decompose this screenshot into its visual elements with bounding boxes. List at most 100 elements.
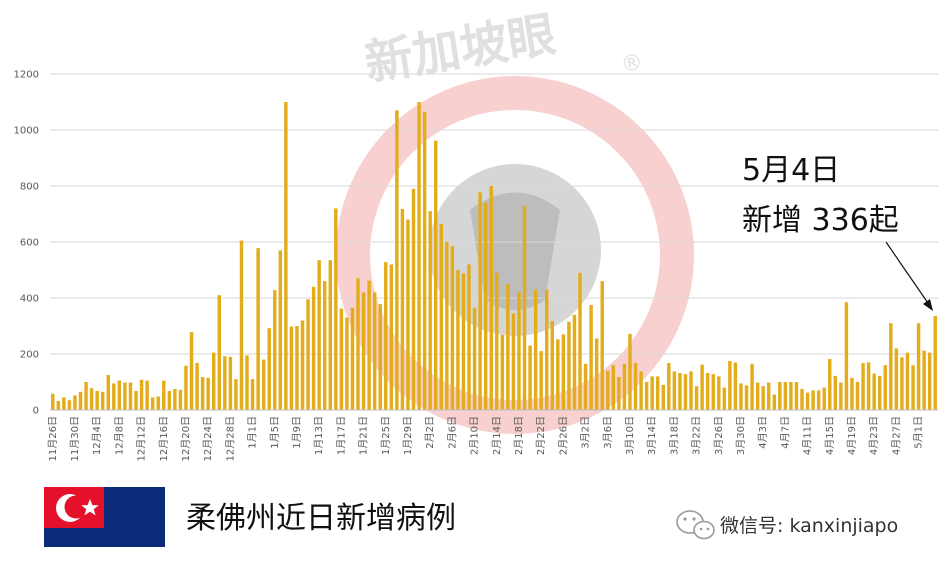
bar [644, 382, 649, 410]
bar [533, 289, 538, 410]
watermark: 新加坡眼 ® [336, 7, 694, 434]
bar [145, 380, 149, 410]
y-tick-label: 400 [20, 294, 39, 305]
bar [866, 362, 871, 410]
bar [78, 391, 83, 410]
bar [750, 363, 754, 410]
bar [456, 270, 460, 410]
bar [417, 102, 421, 410]
bar-series [51, 102, 937, 411]
bar [739, 383, 743, 410]
bar [162, 380, 166, 410]
x-tick-label: 2月14日 [491, 416, 503, 455]
bar [411, 188, 416, 410]
x-axis-ticks: 11月26日 11月30日 12月4日 12月8日 12月12日 12月16日 12月20日… [47, 416, 925, 461]
bar [167, 390, 172, 410]
y-tick-label: 800 [20, 182, 39, 193]
bar [911, 365, 915, 410]
bar [384, 262, 388, 410]
gridlines [50, 73, 938, 411]
x-tick-label: 12月28日 [224, 416, 236, 461]
bar [328, 260, 332, 410]
wechat-id-label: 微信号: kanxinjiapo [720, 515, 898, 537]
x-tick-label: 3月22日 [691, 416, 703, 455]
bar [278, 250, 283, 410]
bar [778, 382, 782, 410]
x-tick-label: 3月6日 [602, 416, 614, 449]
x-tick-label: 2月18日 [513, 416, 525, 455]
bar [217, 295, 221, 410]
bar [478, 192, 482, 410]
bar [495, 272, 499, 410]
x-tick-label: 4月11日 [802, 416, 814, 455]
bar [816, 390, 821, 410]
bar [101, 391, 105, 410]
bar [261, 359, 266, 410]
bar [561, 334, 566, 410]
bar [228, 356, 233, 410]
bar [67, 400, 72, 410]
watermark-logo [336, 76, 694, 434]
bar [600, 281, 604, 410]
bar [106, 375, 110, 410]
bar [284, 102, 288, 410]
bar [372, 292, 377, 410]
bar [661, 384, 665, 410]
bar [839, 382, 843, 410]
bar [128, 382, 133, 410]
bar [300, 320, 305, 410]
bar [828, 359, 832, 410]
bar [51, 393, 55, 410]
x-tick-label: 12月16日 [158, 416, 170, 461]
bar [705, 373, 710, 410]
bar [178, 389, 183, 410]
bar [62, 397, 66, 410]
x-tick-label: 3月18日 [668, 416, 680, 455]
bar [500, 334, 505, 410]
bar [772, 394, 776, 410]
bar [245, 355, 249, 410]
bar [123, 382, 127, 410]
johor-flag [44, 487, 165, 547]
x-tick-label: 4月23日 [868, 416, 880, 455]
bar [389, 264, 394, 410]
wechat-icon [676, 510, 715, 540]
bar [628, 333, 632, 410]
bar [350, 307, 355, 410]
bar [345, 317, 349, 410]
bar [323, 281, 327, 410]
bar [89, 388, 94, 410]
bar [472, 307, 477, 410]
bar [656, 376, 660, 410]
bar [805, 392, 810, 410]
y-axis-ticks: 0 200 400 600 800 1000 1200 [14, 70, 39, 417]
bar [361, 292, 366, 410]
bar [517, 292, 521, 410]
x-tick-label: 2月22日 [535, 416, 547, 455]
bar [922, 350, 926, 410]
bar [622, 363, 627, 410]
x-tick-label: 3月10日 [624, 416, 636, 455]
annotation-arrow [885, 241, 931, 307]
bar [522, 205, 527, 410]
bar [539, 351, 543, 410]
bar [250, 379, 255, 410]
x-tick-label: 1月17日 [335, 416, 347, 455]
bar [755, 382, 760, 410]
bar [722, 387, 727, 410]
x-tick-label: 2月26日 [557, 416, 569, 455]
x-tick-label: 1月1日 [247, 416, 259, 449]
bar [189, 332, 194, 410]
bar [878, 375, 882, 410]
bar [156, 396, 160, 410]
bar [56, 401, 61, 410]
bar [594, 338, 599, 410]
bar [611, 365, 616, 410]
chart-caption: 柔佛州近日新增病例 [186, 501, 456, 536]
bar [311, 286, 316, 410]
bar [883, 365, 887, 410]
watermark-ring [336, 76, 694, 434]
wechat-footer: 微信号: kanxinjiapo [676, 510, 898, 540]
x-tick-label: 5月1日 [913, 416, 925, 449]
annotation-count: 新增 336起 [742, 203, 899, 238]
